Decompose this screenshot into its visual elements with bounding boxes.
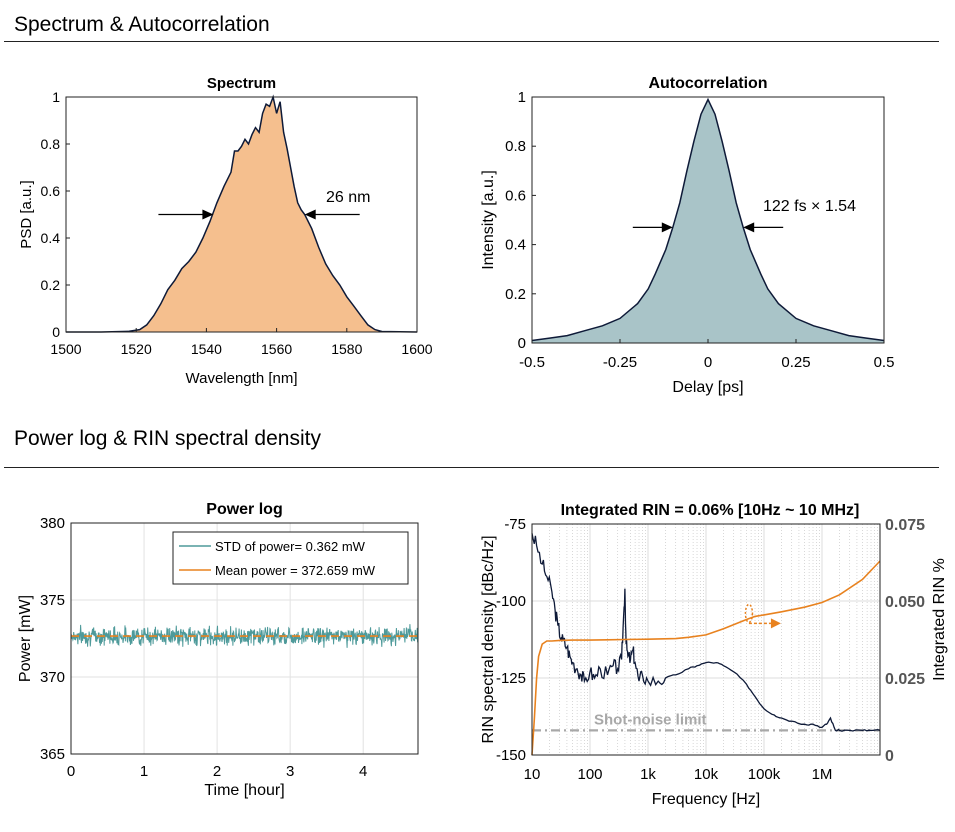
x-tick-label: 3: [286, 763, 294, 780]
y-tick-label: 0: [52, 324, 60, 340]
y-tick-label: -125: [496, 670, 526, 687]
x-axis-label: Time [hour]: [204, 782, 284, 799]
y-axis-label: RIN spectral density [dBc/Hz]: [480, 535, 497, 743]
section-title-power: Power log & RIN spectral density: [14, 427, 321, 450]
fwhm-annotation: 122 fs × 1.54: [763, 198, 856, 215]
x-axis-label: Frequency [Hz]: [652, 791, 760, 808]
autocorrelation-line: [531, 97, 885, 342]
x-tick-label: 10: [524, 766, 541, 783]
y-tick-label: 375: [40, 592, 65, 609]
y-tick-label: 365: [40, 746, 65, 763]
y-tick-label: -150: [496, 747, 526, 764]
fwhm-arrowhead-left: [661, 222, 673, 233]
chart-title: Integrated RIN = 0.06% [10Hz ~ 10 MHz]: [561, 502, 860, 519]
x-tick-label: -0.25: [603, 354, 637, 371]
x-tick-label: -0.5: [519, 354, 545, 371]
y-tick-label: 0: [518, 335, 526, 352]
fwhm-arrowhead-left: [202, 209, 214, 220]
y-axis-label: PSD [a.u.]: [18, 180, 35, 248]
plot-frame: [65, 96, 418, 333]
legend-label-mean: Mean power = 372.659 mW: [215, 563, 376, 578]
y-tick-label: 0.2: [505, 286, 526, 303]
y-tick-label: 0.4: [505, 237, 526, 254]
y-right-tick-label: 0.075: [885, 517, 925, 534]
y-right-tick-label: 0.025: [885, 671, 925, 688]
section-title-spectrum: Spectrum & Autocorrelation: [14, 13, 270, 36]
y-right-tick-label: 0.050: [885, 594, 925, 611]
section-divider: [4, 467, 939, 468]
x-tick-label: 1580: [331, 341, 362, 357]
y-tick-label: 0.8: [41, 136, 61, 152]
y-axis-label: Intensity [a.u.]: [480, 170, 497, 270]
y-tick-label: 1: [518, 89, 526, 106]
spectrum-area: [66, 97, 417, 332]
y-tick-label: 0.8: [505, 138, 526, 155]
legend-box: [172, 531, 409, 585]
y-tick-label: 1: [52, 89, 60, 105]
x-tick-label: 1540: [191, 341, 222, 357]
x-tick-label: 0: [67, 763, 75, 780]
x-tick-label: 0.5: [874, 354, 895, 371]
x-tick-label: 0.25: [781, 354, 810, 371]
legend-label-std: STD of power= 0.362 mW: [215, 539, 366, 554]
x-tick-label: 10k: [694, 766, 719, 783]
y-tick-label: -100: [496, 593, 526, 610]
integrated-rin-line: [531, 560, 881, 756]
plot-frame: [531, 523, 881, 756]
x-axis-label: Delay [ps]: [672, 379, 743, 396]
x-tick-label: 1M: [812, 766, 833, 783]
rin-trace: [531, 533, 881, 732]
x-axis-label: Wavelength [nm]: [186, 370, 298, 387]
x-tick-label: 1: [140, 763, 148, 780]
x-tick-label: 1500: [50, 341, 81, 357]
autocorrelation-area: [532, 99, 884, 343]
x-tick-label: 2: [213, 763, 221, 780]
chart-title: Power log: [206, 501, 282, 518]
fwhm-arrowhead-right: [743, 222, 755, 233]
axis-indicator-arrowhead: [770, 618, 781, 629]
x-tick-label: 100k: [748, 766, 781, 783]
x-tick-label: 4: [359, 763, 367, 780]
plot-frame: [70, 522, 419, 755]
fwhm-annotation: 26 nm: [326, 189, 370, 206]
y-tick-label: 370: [40, 669, 65, 686]
y-tick-label: 0.6: [505, 187, 526, 204]
x-tick-label: 0: [704, 354, 712, 371]
x-tick-label: 1k: [640, 766, 656, 783]
x-tick-label: 1520: [121, 341, 152, 357]
x-tick-label: 100: [577, 766, 602, 783]
y-right-axis-label: Integrated RIN %: [931, 558, 948, 681]
y-tick-label: 0.2: [41, 277, 61, 293]
y-tick-label: 0.4: [41, 230, 61, 246]
chart-title: Spectrum: [207, 75, 276, 92]
x-tick-label: 1560: [261, 341, 292, 357]
spectrum-line: [66, 94, 418, 333]
fwhm-arrowhead-right: [304, 209, 316, 220]
y-right-tick-label: 0: [885, 748, 894, 765]
power-trace: [70, 624, 419, 648]
chart-title: Autocorrelation: [648, 75, 767, 92]
axis-indicator-ellipse: [744, 603, 754, 624]
y-axis-label: Power [mW]: [17, 595, 34, 682]
y-tick-label: 380: [40, 515, 65, 532]
shot-noise-label: Shot-noise limit: [594, 711, 707, 728]
y-tick-label: 0.6: [41, 183, 61, 199]
y-tick-label: -75: [504, 516, 526, 533]
section-divider: [4, 41, 939, 42]
x-tick-label: 1600: [401, 341, 432, 357]
